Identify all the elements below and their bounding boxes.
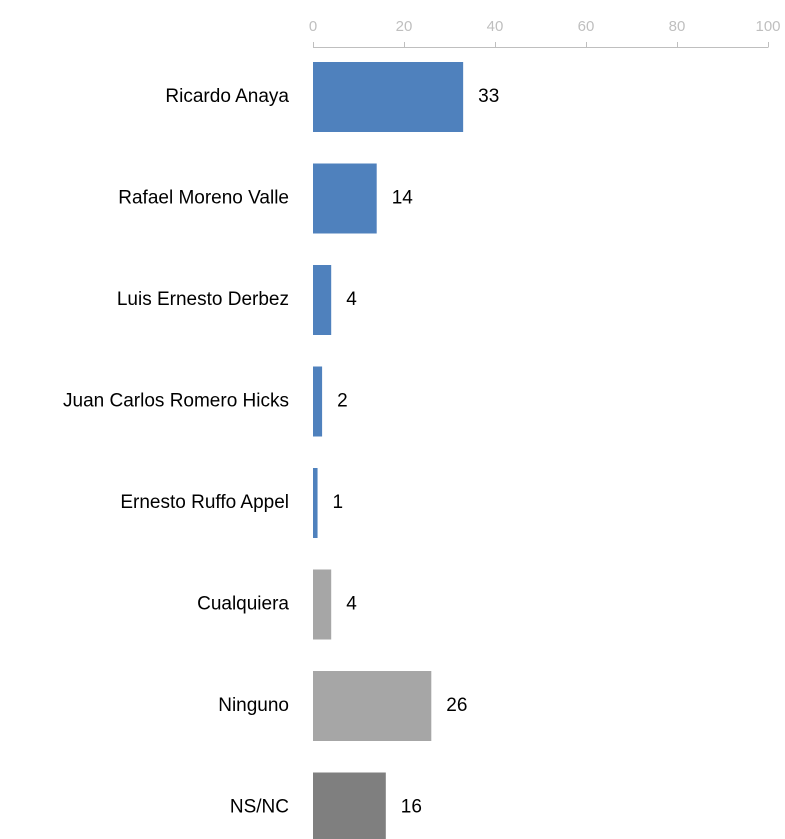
x-tick-label: 60 — [578, 18, 595, 35]
category-label: Ernesto Ruffo Appel — [120, 492, 289, 513]
category-label: Ninguno — [218, 695, 289, 716]
bar — [313, 366, 323, 437]
x-tick-label: 0 — [309, 18, 317, 35]
x-axis: 0 20 40 60 80 100 — [309, 18, 781, 48]
bar — [313, 569, 332, 640]
bar — [313, 265, 332, 335]
bar — [313, 772, 386, 839]
bar — [313, 671, 432, 741]
category-label: Juan Carlos Romero Hicks — [63, 391, 289, 412]
data-label: 14 — [392, 188, 414, 209]
data-label: 4 — [346, 594, 357, 615]
data-label: 1 — [333, 492, 344, 513]
bar — [313, 468, 318, 538]
data-label: 33 — [478, 86, 499, 107]
category-label: Luis Ernesto Derbez — [117, 289, 289, 310]
category-label: Rafael Moreno Valle — [118, 188, 289, 209]
x-tick-label: 20 — [396, 18, 413, 35]
x-tick-label: 40 — [487, 18, 504, 35]
data-label: 16 — [401, 797, 422, 818]
data-label: 2 — [337, 391, 348, 412]
category-label: Cualquiera — [197, 594, 289, 615]
category-label: NS/NC — [230, 797, 289, 818]
x-tick-label: 80 — [669, 18, 686, 35]
bar — [313, 62, 464, 132]
x-tick-label: 100 — [755, 18, 780, 35]
bars-group — [313, 62, 464, 839]
category-label: Ricardo Anaya — [165, 86, 289, 107]
data-label: 26 — [446, 695, 467, 716]
data-label: 4 — [346, 289, 357, 310]
bar — [313, 163, 377, 234]
